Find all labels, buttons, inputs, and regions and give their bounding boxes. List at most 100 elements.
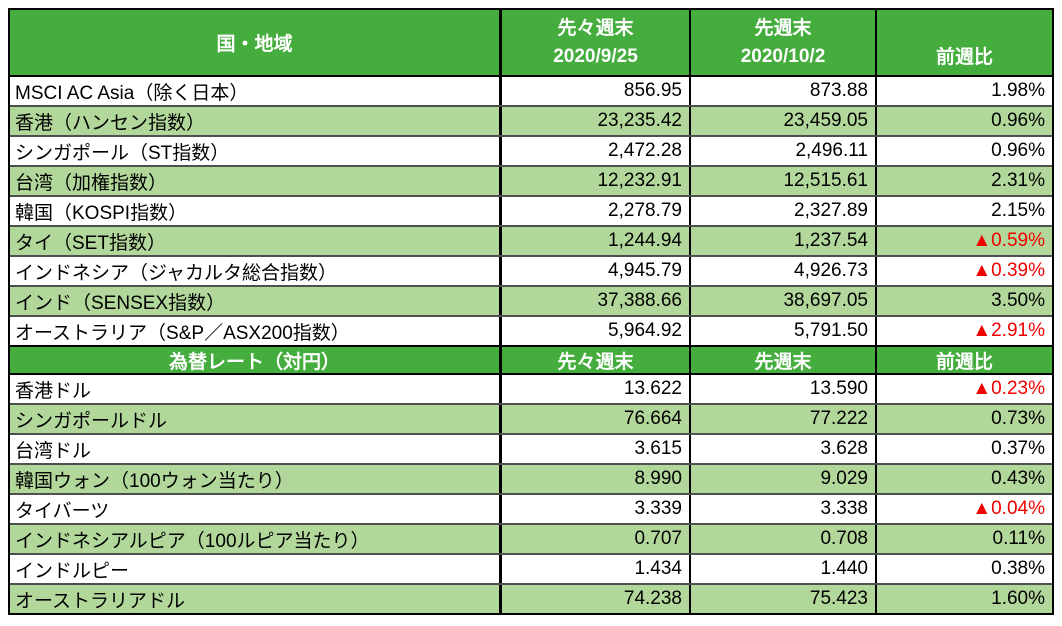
value-week-on-week-change: ▲2.91% — [875, 317, 1052, 345]
row-label: インドネシア（ジャカルタ総合指数） — [15, 262, 338, 284]
row-label: 韓国ウォン（100ウォン当たり） — [15, 470, 294, 492]
value-week-on-week-change: 2.15% — [875, 197, 1052, 225]
row-label: MSCI AC Asia（除く日本） — [15, 82, 249, 104]
value-last-week: 1,237.54 — [689, 227, 875, 255]
value-week-before-last: 8.990 — [499, 465, 689, 493]
value-last-week: 0.708 — [689, 525, 875, 553]
table-row: インドネシアルピア（100ルピア当たり） 0.707 0.708 0.11% — [10, 523, 1052, 553]
col-header-week-before-last-date: 2020/9/25 — [553, 46, 638, 67]
value-week-on-week-change: 0.38% — [875, 555, 1052, 583]
table-row: インドルピー 1.434 1.440 0.38% — [10, 553, 1052, 583]
table-row: 韓国ウォン（100ウォン当たり） 8.990 9.029 0.43% — [10, 463, 1052, 493]
col-header-week-before-last-label: 先々週末 — [557, 18, 634, 39]
value-week-on-week-change: 0.73% — [875, 405, 1052, 433]
row-label: 韓国（KOSPI指数） — [15, 202, 188, 224]
col-header-last-week-date: 2020/10/2 — [740, 46, 826, 67]
value-last-week: 2,496.11 — [689, 137, 875, 165]
value-week-on-week-change: 0.43% — [875, 465, 1052, 493]
value-last-week: 873.88 — [689, 77, 875, 105]
value-week-before-last: 2,472.28 — [499, 137, 689, 165]
table-row: 台湾（加権指数） 12,232.91 12,515.61 2.31% — [10, 165, 1052, 195]
table-row: インド（SENSEX指数） 37,388.66 38,697.05 3.50% — [10, 285, 1052, 315]
table-row: インドネシア（ジャカルタ総合指数） 4,945.79 4,926.73 ▲0.3… — [10, 255, 1052, 285]
table-row: シンガポールドル 76.664 77.222 0.73% — [10, 403, 1052, 433]
col-header-last-week: 先週末 2020/10/2 — [689, 10, 875, 75]
value-week-before-last: 1,244.94 — [499, 227, 689, 255]
fx-col-header-last-week: 先週末 — [689, 347, 875, 373]
value-week-before-last: 76.664 — [499, 405, 689, 433]
row-label: 台湾ドル — [15, 440, 92, 462]
value-week-on-week-change: 2.31% — [875, 167, 1052, 195]
value-week-before-last: 74.238 — [499, 585, 689, 613]
row-label: 台湾（加権指数） — [15, 172, 168, 194]
row-label: インドネシアルピア（100ルピア当たり） — [15, 530, 370, 552]
value-last-week: 4,926.73 — [689, 257, 875, 285]
market-summary-table: 国・地域 先々週末 2020/9/25 先週末 2020/10/2 前週比 MS… — [8, 8, 1054, 615]
table-row: シンガポール（ST指数） 2,472.28 2,496.11 0.96% — [10, 135, 1052, 165]
value-last-week: 38,697.05 — [689, 287, 875, 315]
value-week-before-last: 1.434 — [499, 555, 689, 583]
value-week-before-last: 3.339 — [499, 495, 689, 523]
value-week-before-last: 856.95 — [499, 77, 689, 105]
col-header-week-before-last: 先々週末 2020/9/25 — [499, 10, 689, 75]
value-week-on-week-change: ▲0.04% — [875, 495, 1052, 523]
value-week-before-last: 2,278.79 — [499, 197, 689, 225]
table-row: タイ（SET指数） 1,244.94 1,237.54 ▲0.59% — [10, 225, 1052, 255]
value-last-week: 23,459.05 — [689, 107, 875, 135]
value-last-week: 77.222 — [689, 405, 875, 433]
value-week-before-last: 23,235.42 — [499, 107, 689, 135]
row-label: オーストラリアドル — [15, 590, 186, 612]
value-week-before-last: 0.707 — [499, 525, 689, 553]
value-last-week: 3.628 — [689, 435, 875, 463]
value-week-on-week-change: 0.96% — [875, 137, 1052, 165]
value-week-before-last: 37,388.66 — [499, 287, 689, 315]
row-label: シンガポールドル — [15, 410, 168, 432]
value-week-before-last: 5,964.92 — [499, 317, 689, 345]
row-label: タイバーツ — [15, 500, 110, 522]
col-header-week-on-week-change: 前週比 — [875, 10, 1052, 75]
fx-header-row: 為替レート（対円） 先々週末 先週末 前週比 — [10, 345, 1052, 375]
value-last-week: 9.029 — [689, 465, 875, 493]
value-last-week: 13.590 — [689, 375, 875, 403]
table-row: 香港ドル 13.622 13.590 ▲0.23% — [10, 375, 1052, 403]
value-week-before-last: 4,945.79 — [499, 257, 689, 285]
value-week-on-week-change: 3.50% — [875, 287, 1052, 315]
table-row: 台湾ドル 3.615 3.628 0.37% — [10, 433, 1052, 463]
row-label: 香港（ハンセン指数） — [15, 112, 206, 134]
table-row: 韓国（KOSPI指数） 2,278.79 2,327.89 2.15% — [10, 195, 1052, 225]
value-week-before-last: 13.622 — [499, 375, 689, 403]
indices-header-row: 国・地域 先々週末 2020/9/25 先週末 2020/10/2 前週比 — [10, 10, 1052, 77]
table-row: タイバーツ 3.339 3.338 ▲0.04% — [10, 493, 1052, 523]
fx-section-title: 為替レート（対円） — [168, 351, 340, 373]
indices-section-title: 国・地域 — [216, 34, 293, 55]
value-week-on-week-change: ▲0.59% — [875, 227, 1052, 255]
table-row: オーストラリア（S&P／ASX200指数） 5,964.92 5,791.50 … — [10, 315, 1052, 345]
row-label: インド（SENSEX指数） — [15, 292, 226, 314]
value-last-week: 3.338 — [689, 495, 875, 523]
value-last-week: 12,515.61 — [689, 167, 875, 195]
fx-col-header-week-before-last: 先々週末 — [499, 347, 689, 373]
value-week-on-week-change: 0.11% — [875, 525, 1052, 553]
value-last-week: 1.440 — [689, 555, 875, 583]
value-week-on-week-change: 1.60% — [875, 585, 1052, 613]
value-week-on-week-change: 0.96% — [875, 107, 1052, 135]
indices-rows: MSCI AC Asia（除く日本） 856.95 873.88 1.98% 香… — [10, 77, 1052, 345]
fx-rows: 香港ドル 13.622 13.590 ▲0.23% シンガポールドル 76.66… — [10, 375, 1052, 613]
value-week-on-week-change: ▲0.39% — [875, 257, 1052, 285]
value-week-before-last: 12,232.91 — [499, 167, 689, 195]
table-row: MSCI AC Asia（除く日本） 856.95 873.88 1.98% — [10, 77, 1052, 105]
table-row: 香港（ハンセン指数） 23,235.42 23,459.05 0.96% — [10, 105, 1052, 135]
row-label: オーストラリア（S&P／ASX200指数） — [15, 322, 350, 344]
value-last-week: 5,791.50 — [689, 317, 875, 345]
row-label: タイ（SET指数） — [15, 232, 166, 254]
table-row: オーストラリアドル 74.238 75.423 1.60% — [10, 583, 1052, 613]
row-label: 香港ドル — [15, 380, 92, 402]
value-last-week: 75.423 — [689, 585, 875, 613]
value-last-week: 2,327.89 — [689, 197, 875, 225]
value-week-on-week-change: 1.98% — [875, 77, 1052, 105]
value-week-on-week-change: ▲0.23% — [875, 375, 1052, 403]
value-week-on-week-change: 0.37% — [875, 435, 1052, 463]
col-header-last-week-label: 先週末 — [754, 18, 812, 39]
row-label: シンガポール（ST指数） — [15, 142, 230, 164]
value-week-before-last: 3.615 — [499, 435, 689, 463]
